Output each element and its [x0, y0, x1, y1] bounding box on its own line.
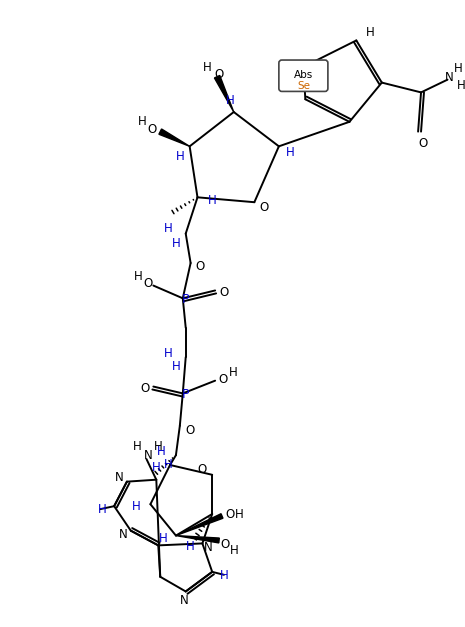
- Text: H: H: [226, 94, 234, 107]
- Text: H: H: [175, 150, 184, 162]
- Text: H: H: [159, 532, 167, 545]
- FancyBboxPatch shape: [279, 60, 328, 92]
- Text: H: H: [219, 569, 228, 582]
- Text: O: O: [198, 463, 207, 477]
- Text: O: O: [185, 424, 194, 437]
- Text: H: H: [138, 115, 147, 129]
- Text: H: H: [164, 222, 173, 235]
- Text: H: H: [154, 440, 163, 453]
- Text: H: H: [134, 270, 143, 283]
- Text: H: H: [457, 79, 465, 92]
- Text: O: O: [144, 277, 153, 290]
- Polygon shape: [176, 535, 219, 543]
- Text: O: O: [259, 201, 269, 214]
- Text: O: O: [140, 382, 149, 395]
- Text: O: O: [219, 286, 229, 299]
- Text: H: H: [286, 145, 295, 159]
- Text: H: H: [235, 507, 244, 520]
- Text: H: H: [365, 26, 374, 39]
- Text: Abs: Abs: [294, 70, 313, 80]
- Text: H: H: [172, 237, 180, 250]
- Text: P: P: [182, 388, 189, 401]
- Text: H: H: [186, 540, 195, 553]
- Text: Se: Se: [297, 80, 310, 90]
- Text: O: O: [214, 68, 224, 82]
- Text: N: N: [204, 541, 213, 554]
- Text: N: N: [445, 71, 454, 84]
- Text: O: O: [219, 373, 227, 386]
- Text: O: O: [196, 260, 205, 273]
- Text: H: H: [454, 62, 463, 75]
- Text: N: N: [115, 472, 123, 484]
- Text: H: H: [164, 347, 173, 360]
- Text: H: H: [228, 366, 237, 379]
- Polygon shape: [214, 75, 234, 112]
- Text: H: H: [203, 61, 212, 75]
- Text: H: H: [152, 461, 161, 475]
- Polygon shape: [176, 514, 223, 535]
- Text: H: H: [133, 440, 142, 453]
- Text: O: O: [220, 538, 230, 551]
- Text: H: H: [230, 544, 239, 557]
- Text: H: H: [172, 361, 180, 374]
- Text: O: O: [225, 507, 234, 520]
- Polygon shape: [159, 129, 190, 146]
- Text: O: O: [148, 123, 157, 136]
- Text: H: H: [164, 458, 173, 472]
- Text: P: P: [182, 293, 189, 306]
- Text: H: H: [133, 500, 141, 513]
- Text: H: H: [157, 445, 166, 458]
- Text: H: H: [98, 503, 107, 515]
- Text: O: O: [418, 137, 428, 150]
- Text: H: H: [208, 194, 217, 207]
- Text: N: N: [144, 449, 153, 461]
- Text: N: N: [179, 594, 188, 607]
- Text: N: N: [119, 528, 127, 541]
